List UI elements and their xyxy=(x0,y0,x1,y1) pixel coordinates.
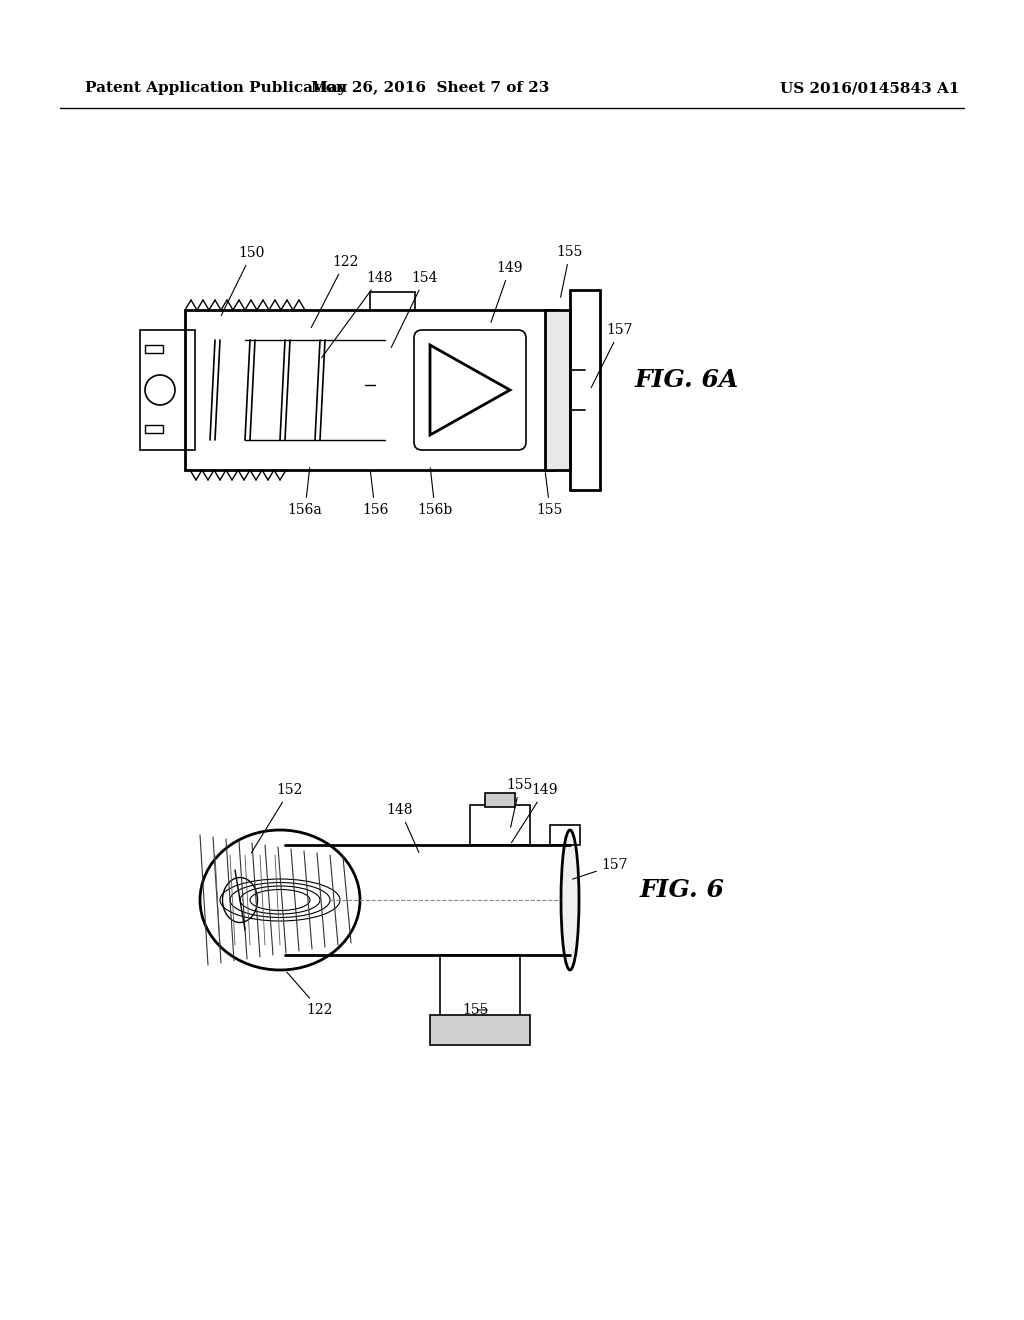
Bar xyxy=(430,1015,530,1045)
Text: 149: 149 xyxy=(490,261,523,322)
Bar xyxy=(550,825,580,845)
Text: 155: 155 xyxy=(557,246,584,297)
Text: 150: 150 xyxy=(221,246,265,315)
Bar xyxy=(185,310,555,470)
Text: Patent Application Publication: Patent Application Publication xyxy=(85,81,347,95)
Text: 122: 122 xyxy=(311,255,358,327)
Bar xyxy=(145,425,163,433)
Text: 155: 155 xyxy=(507,777,534,828)
Text: 154: 154 xyxy=(391,271,438,347)
Text: 156b: 156b xyxy=(418,467,453,517)
Bar xyxy=(545,310,570,470)
Text: US 2016/0145843 A1: US 2016/0145843 A1 xyxy=(780,81,959,95)
Text: May 26, 2016  Sheet 7 of 23: May 26, 2016 Sheet 7 of 23 xyxy=(311,81,549,95)
Bar xyxy=(145,345,163,352)
Text: 155: 155 xyxy=(537,473,563,517)
Text: 157: 157 xyxy=(572,858,629,879)
Text: 155: 155 xyxy=(462,1003,488,1016)
Text: 152: 152 xyxy=(252,783,303,853)
Text: 149: 149 xyxy=(512,783,558,842)
Text: 157: 157 xyxy=(591,323,633,388)
Text: 156a: 156a xyxy=(288,467,323,517)
Bar xyxy=(140,330,195,450)
Text: 122: 122 xyxy=(287,972,333,1016)
Text: FIG. 6A: FIG. 6A xyxy=(635,368,739,392)
Bar xyxy=(440,954,520,1035)
Bar xyxy=(470,805,530,845)
Text: 148: 148 xyxy=(322,271,393,358)
Bar xyxy=(485,793,515,807)
Text: FIG. 6: FIG. 6 xyxy=(640,878,725,902)
Text: 156: 156 xyxy=(361,471,388,517)
Text: 148: 148 xyxy=(387,803,419,853)
Ellipse shape xyxy=(561,830,579,970)
